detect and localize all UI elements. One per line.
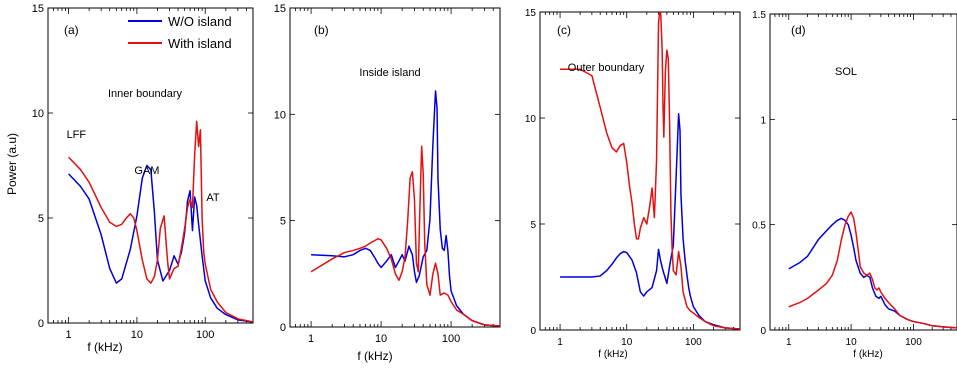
x-axis-label: f (kHz)	[598, 349, 627, 360]
y-tick-label: 5	[38, 213, 44, 225]
x-tick-label: 10	[131, 329, 143, 341]
y-tick-label: 0.5	[752, 221, 766, 232]
x-tick-label: 1	[308, 333, 314, 345]
axes-box	[47, 7, 254, 324]
annotation-label: GAM	[134, 165, 159, 177]
series-line-with-island	[68, 120, 253, 323]
minor-ticks	[774, 14, 952, 330]
annotation-label: AT	[206, 192, 220, 204]
y-tick-label: 10	[32, 108, 44, 120]
panel-c: 1 10 100 0 5 10 15 (c) Outer boundary f (kHz)	[525, 8, 741, 360]
panel-d: 1 10 100 0 0.5 1 1.5 (d) SOL f (kHz)	[752, 10, 957, 360]
y-tick-label: 0	[38, 318, 44, 330]
x-tick-label: 10	[375, 333, 387, 345]
series-group	[788, 211, 957, 329]
y-tick-label: 15	[274, 3, 286, 15]
x-axis-label: f (kHz)	[357, 349, 392, 363]
y-tick-label: 10	[274, 109, 286, 121]
x-tick-label: 1	[786, 337, 792, 348]
x-tick-label: 100	[196, 329, 214, 341]
y-tick-label: 15	[525, 8, 537, 19]
legend: W/O island With island	[128, 14, 232, 51]
x-tick-label: 10	[621, 337, 633, 348]
minor-ticks	[53, 8, 247, 323]
y-tick-label: 1	[760, 115, 766, 126]
y-tick-label: 15	[32, 3, 44, 15]
panel-a: 1 10 100 0 5 10 15 (a) Inner boundary f (kHz) LFF G…	[32, 3, 254, 354]
panel-label: (b)	[314, 23, 329, 37]
x-tick-label: 100	[905, 337, 922, 348]
y-tick-label: 0	[280, 322, 286, 334]
y-tick-label: 5	[530, 220, 536, 231]
x-axis-label: f (kHz)	[853, 349, 882, 360]
series-group	[310, 90, 500, 327]
panel-title: SOL	[835, 66, 857, 78]
series-line-without-island	[788, 217, 957, 329]
series-line-without-island	[68, 164, 253, 323]
axes-box	[769, 13, 957, 331]
annotation-label: LFF	[67, 129, 87, 141]
x-tick-label: 1	[557, 337, 563, 348]
minor-ticks	[544, 12, 734, 330]
legend-label: With island	[168, 36, 232, 51]
axes-box	[289, 7, 501, 328]
x-tick-label: 100	[685, 337, 702, 348]
panel-label: (c)	[557, 23, 571, 37]
axes-box	[539, 11, 741, 331]
y-tick-label: 1.5	[752, 10, 766, 21]
y-tick-label: 10	[525, 114, 537, 125]
x-tick-label: 100	[442, 333, 460, 345]
y-tick-label: 5	[280, 216, 286, 228]
panel-label: (d)	[791, 23, 806, 37]
series-group	[560, 12, 740, 330]
legend-label: W/O island	[168, 14, 232, 29]
series-line-with-island	[788, 211, 957, 329]
y-tick-label: 0	[760, 326, 766, 337]
series-line-with-island	[560, 12, 740, 330]
x-tick-label: 10	[846, 337, 858, 348]
series-group	[68, 120, 253, 323]
series-line-with-island	[310, 145, 500, 327]
panel-title: Outer boundary	[568, 62, 645, 74]
panel-label: (a)	[64, 23, 79, 37]
panel-title: Inside island	[359, 67, 420, 79]
y-tick-label: 0	[530, 326, 536, 337]
x-axis-label: f (kHz)	[87, 340, 122, 354]
series-line-without-island	[560, 113, 740, 330]
panel-b: 1 10 100 0 5 10 15 (b) Inside island f (kHz)	[274, 3, 501, 363]
x-tick-label: 1	[66, 329, 72, 341]
series-line-without-island	[311, 90, 500, 327]
minor-ticks	[295, 8, 494, 327]
figure-ylabel: Power (a.u)	[5, 133, 19, 195]
panel-title: Inner boundary	[108, 88, 182, 100]
